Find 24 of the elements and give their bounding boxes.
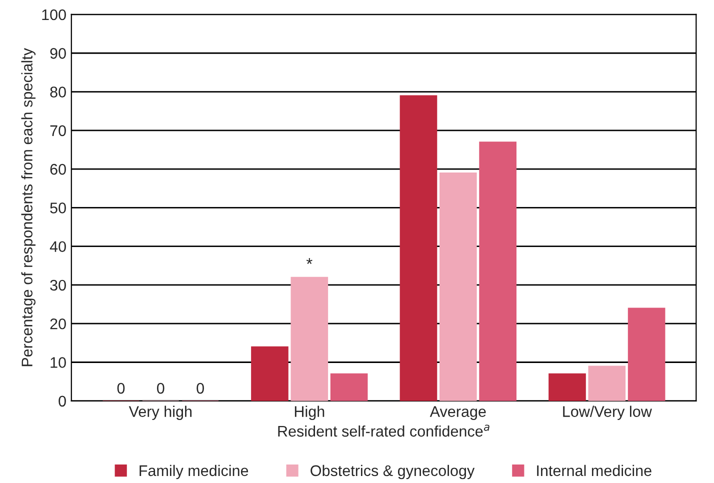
y-tick-label: 90 (50, 48, 66, 59)
y-tick-label: 60 (50, 164, 66, 175)
data-label: 0 (157, 382, 164, 394)
x-axis-title: Resident self-rated confidence$^{a}$ (278, 424, 490, 437)
y-tick-label: 20 (50, 318, 66, 330)
x-tick-label: High (294, 406, 324, 420)
y-tick-label: 30 (50, 280, 66, 291)
y-tick-label: 70 (50, 125, 66, 136)
x-tick-label: Very high (128, 406, 192, 420)
x-tick-label: Low/Very low (563, 406, 652, 420)
data-label: 0 (117, 382, 125, 394)
x-tick-label: Average (430, 406, 486, 420)
legend-label: Obstetrics & gynecology (310, 464, 475, 480)
legend-label: Family medicine (140, 464, 248, 480)
y-tick-label: 40 (50, 241, 66, 252)
y-tick-label: 80 (50, 86, 66, 98)
y-tick-label: 0 (58, 396, 66, 407)
legend-label: Internal medicine (537, 464, 652, 476)
annotation: * (306, 258, 312, 264)
data-label: 0 (196, 382, 204, 394)
y-tick-label: 10 (50, 357, 66, 368)
y-axis-title: Percentage of respondents from each specialty (21, 48, 36, 366)
y-tick-label: 100 (42, 9, 66, 20)
y-tick-label: 50 (50, 202, 66, 214)
